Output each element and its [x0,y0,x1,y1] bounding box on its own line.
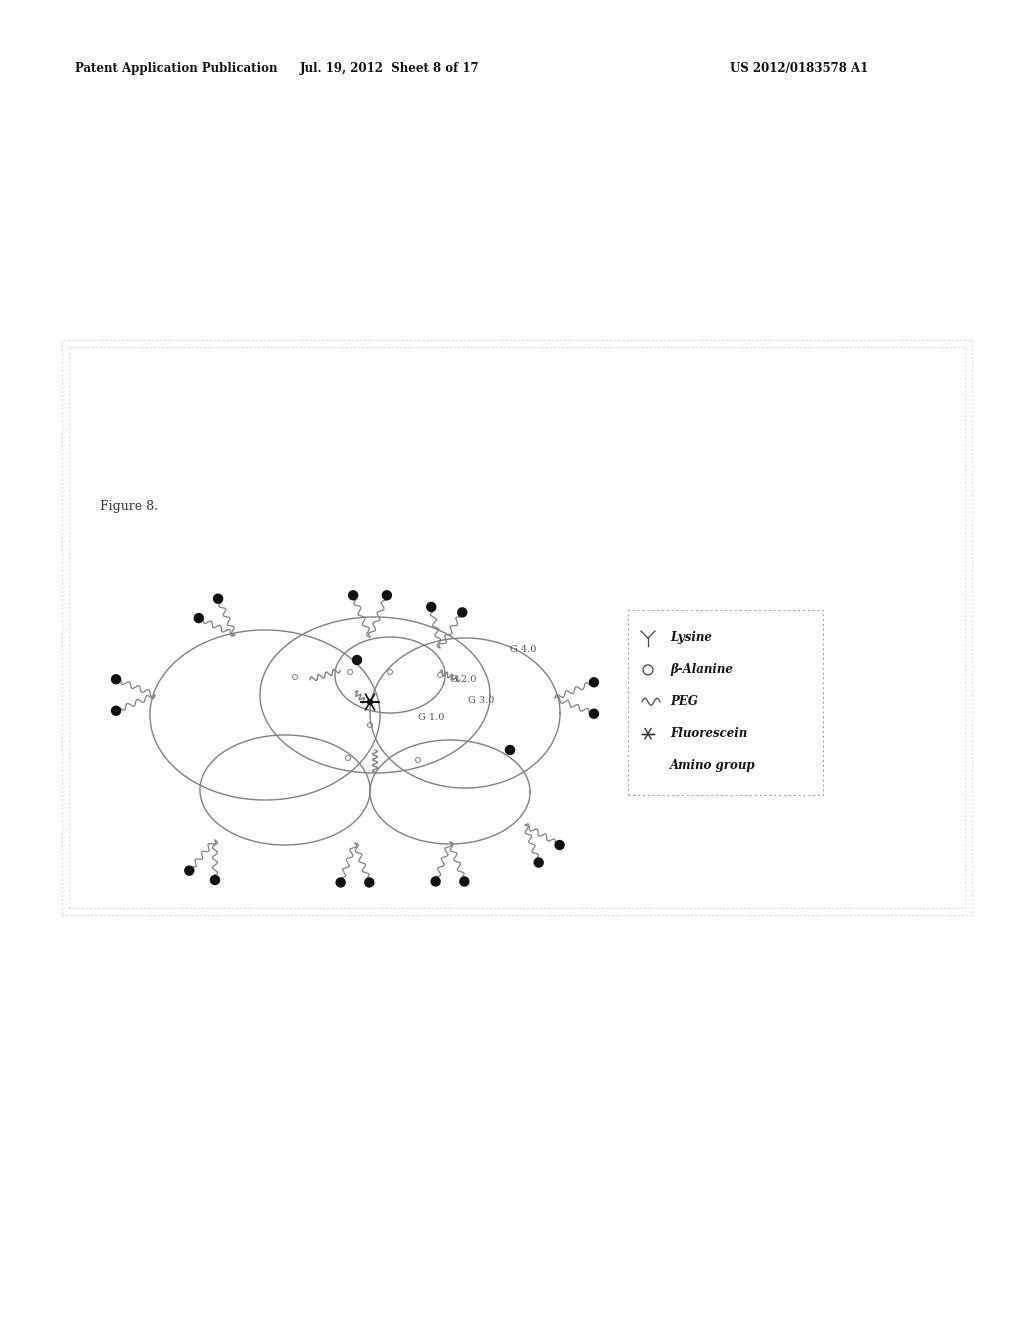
Circle shape [427,602,436,611]
Circle shape [590,677,598,686]
Circle shape [365,878,374,887]
Circle shape [112,675,121,684]
Circle shape [460,876,469,886]
Text: PEG: PEG [670,696,698,709]
Circle shape [112,706,121,715]
Text: G 4.0: G 4.0 [510,645,537,653]
Circle shape [195,614,203,623]
Circle shape [506,746,514,755]
Text: G 2.0: G 2.0 [450,675,476,684]
Circle shape [184,866,194,875]
Text: Figure 8.: Figure 8. [100,500,158,513]
Circle shape [368,700,373,705]
Circle shape [211,875,219,884]
Circle shape [336,878,345,887]
Circle shape [214,594,222,603]
Text: Fluorescein: Fluorescein [670,727,748,741]
Text: β-Alanine: β-Alanine [670,664,733,676]
Circle shape [643,762,652,770]
Circle shape [382,591,391,599]
Circle shape [535,858,543,867]
Text: US 2012/0183578 A1: US 2012/0183578 A1 [730,62,868,75]
Circle shape [348,591,357,599]
Circle shape [555,841,564,850]
Circle shape [352,656,361,664]
Circle shape [590,709,598,718]
Text: Lysine: Lysine [670,631,712,644]
Circle shape [646,731,650,735]
Text: Patent Application Publication: Patent Application Publication [75,62,278,75]
Circle shape [458,609,467,616]
Circle shape [431,876,440,886]
Text: Amino group: Amino group [670,759,756,772]
Text: G 3.0: G 3.0 [468,696,495,705]
Text: G 1.0: G 1.0 [418,713,444,722]
Text: Jul. 19, 2012  Sheet 8 of 17: Jul. 19, 2012 Sheet 8 of 17 [300,62,480,75]
FancyBboxPatch shape [628,610,823,795]
